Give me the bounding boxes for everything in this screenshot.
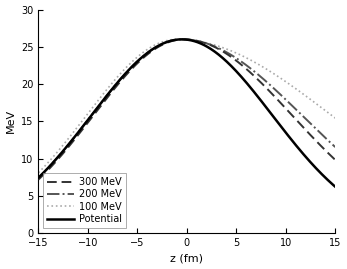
Legend: 300 MeV, 200 MeV, 100 MeV, Potential: 300 MeV, 200 MeV, 100 MeV, Potential	[43, 173, 126, 228]
Y-axis label: MeV: MeV	[6, 109, 16, 133]
X-axis label: z (fm): z (fm)	[170, 253, 203, 263]
